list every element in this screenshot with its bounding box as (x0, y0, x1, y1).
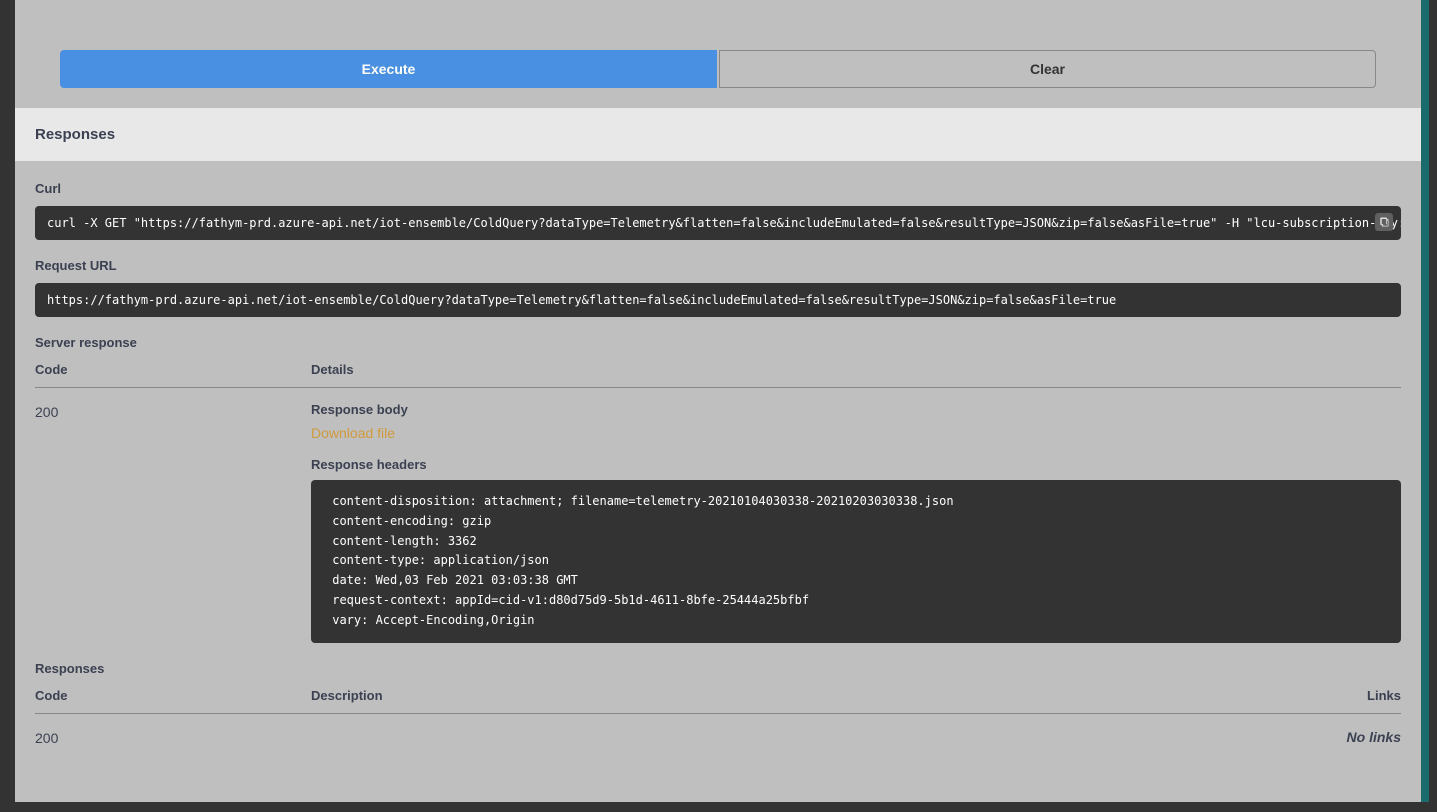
curl-text: curl -X GET "https://fathym-prd.azure-ap… (47, 216, 1401, 230)
responses-row: 200 No links (35, 728, 1401, 746)
details-column-header: Details (311, 362, 1401, 377)
page-wrapper: Execute Clear Responses Curl curl -X GET… (15, 0, 1429, 802)
no-links-text: No links (1321, 729, 1401, 745)
request-url-text: https://fathym-prd.azure-api.net/iot-ens… (47, 293, 1116, 307)
main-content: Execute Clear Responses Curl curl -X GET… (15, 0, 1421, 802)
responses-subsection-label: Responses (35, 661, 1401, 676)
server-response-label: Server response (35, 335, 1401, 350)
request-url-label: Request URL (35, 258, 1401, 273)
code-column-header: Code (35, 362, 311, 377)
curl-label: Curl (35, 181, 1401, 196)
response-details: Response body Download file Response hea… (311, 402, 1401, 643)
response-code-value-2: 200 (35, 728, 311, 746)
response-body-label: Response body (311, 402, 1401, 417)
response-headers-block: content-disposition: attachment; filenam… (311, 480, 1401, 643)
action-button-row: Execute Clear (15, 0, 1421, 108)
server-response-table-header: Code Details (35, 362, 1401, 388)
description-column-header: Description (311, 688, 1321, 703)
execute-button[interactable]: Execute (60, 50, 717, 88)
download-file-link[interactable]: Download file (311, 425, 395, 441)
request-url-block: https://fathym-prd.azure-api.net/iot-ens… (35, 283, 1401, 317)
copy-icon[interactable] (1375, 213, 1393, 231)
response-headers-label: Response headers (311, 457, 1401, 472)
server-response-row: 200 Response body Download file Response… (35, 402, 1401, 643)
links-column-header: Links (1321, 688, 1401, 703)
scrollbar-vertical[interactable] (1421, 0, 1429, 802)
responses-table-header: Code Description Links (35, 688, 1401, 714)
curl-code-block: curl -X GET "https://fathym-prd.azure-ap… (35, 206, 1401, 240)
code-column-header-2: Code (35, 688, 311, 703)
response-code-value: 200 (35, 402, 311, 420)
responses-section-header: Responses (15, 108, 1421, 161)
responses-content: Curl curl -X GET "https://fathym-prd.azu… (15, 161, 1421, 766)
clear-button[interactable]: Clear (719, 50, 1376, 88)
